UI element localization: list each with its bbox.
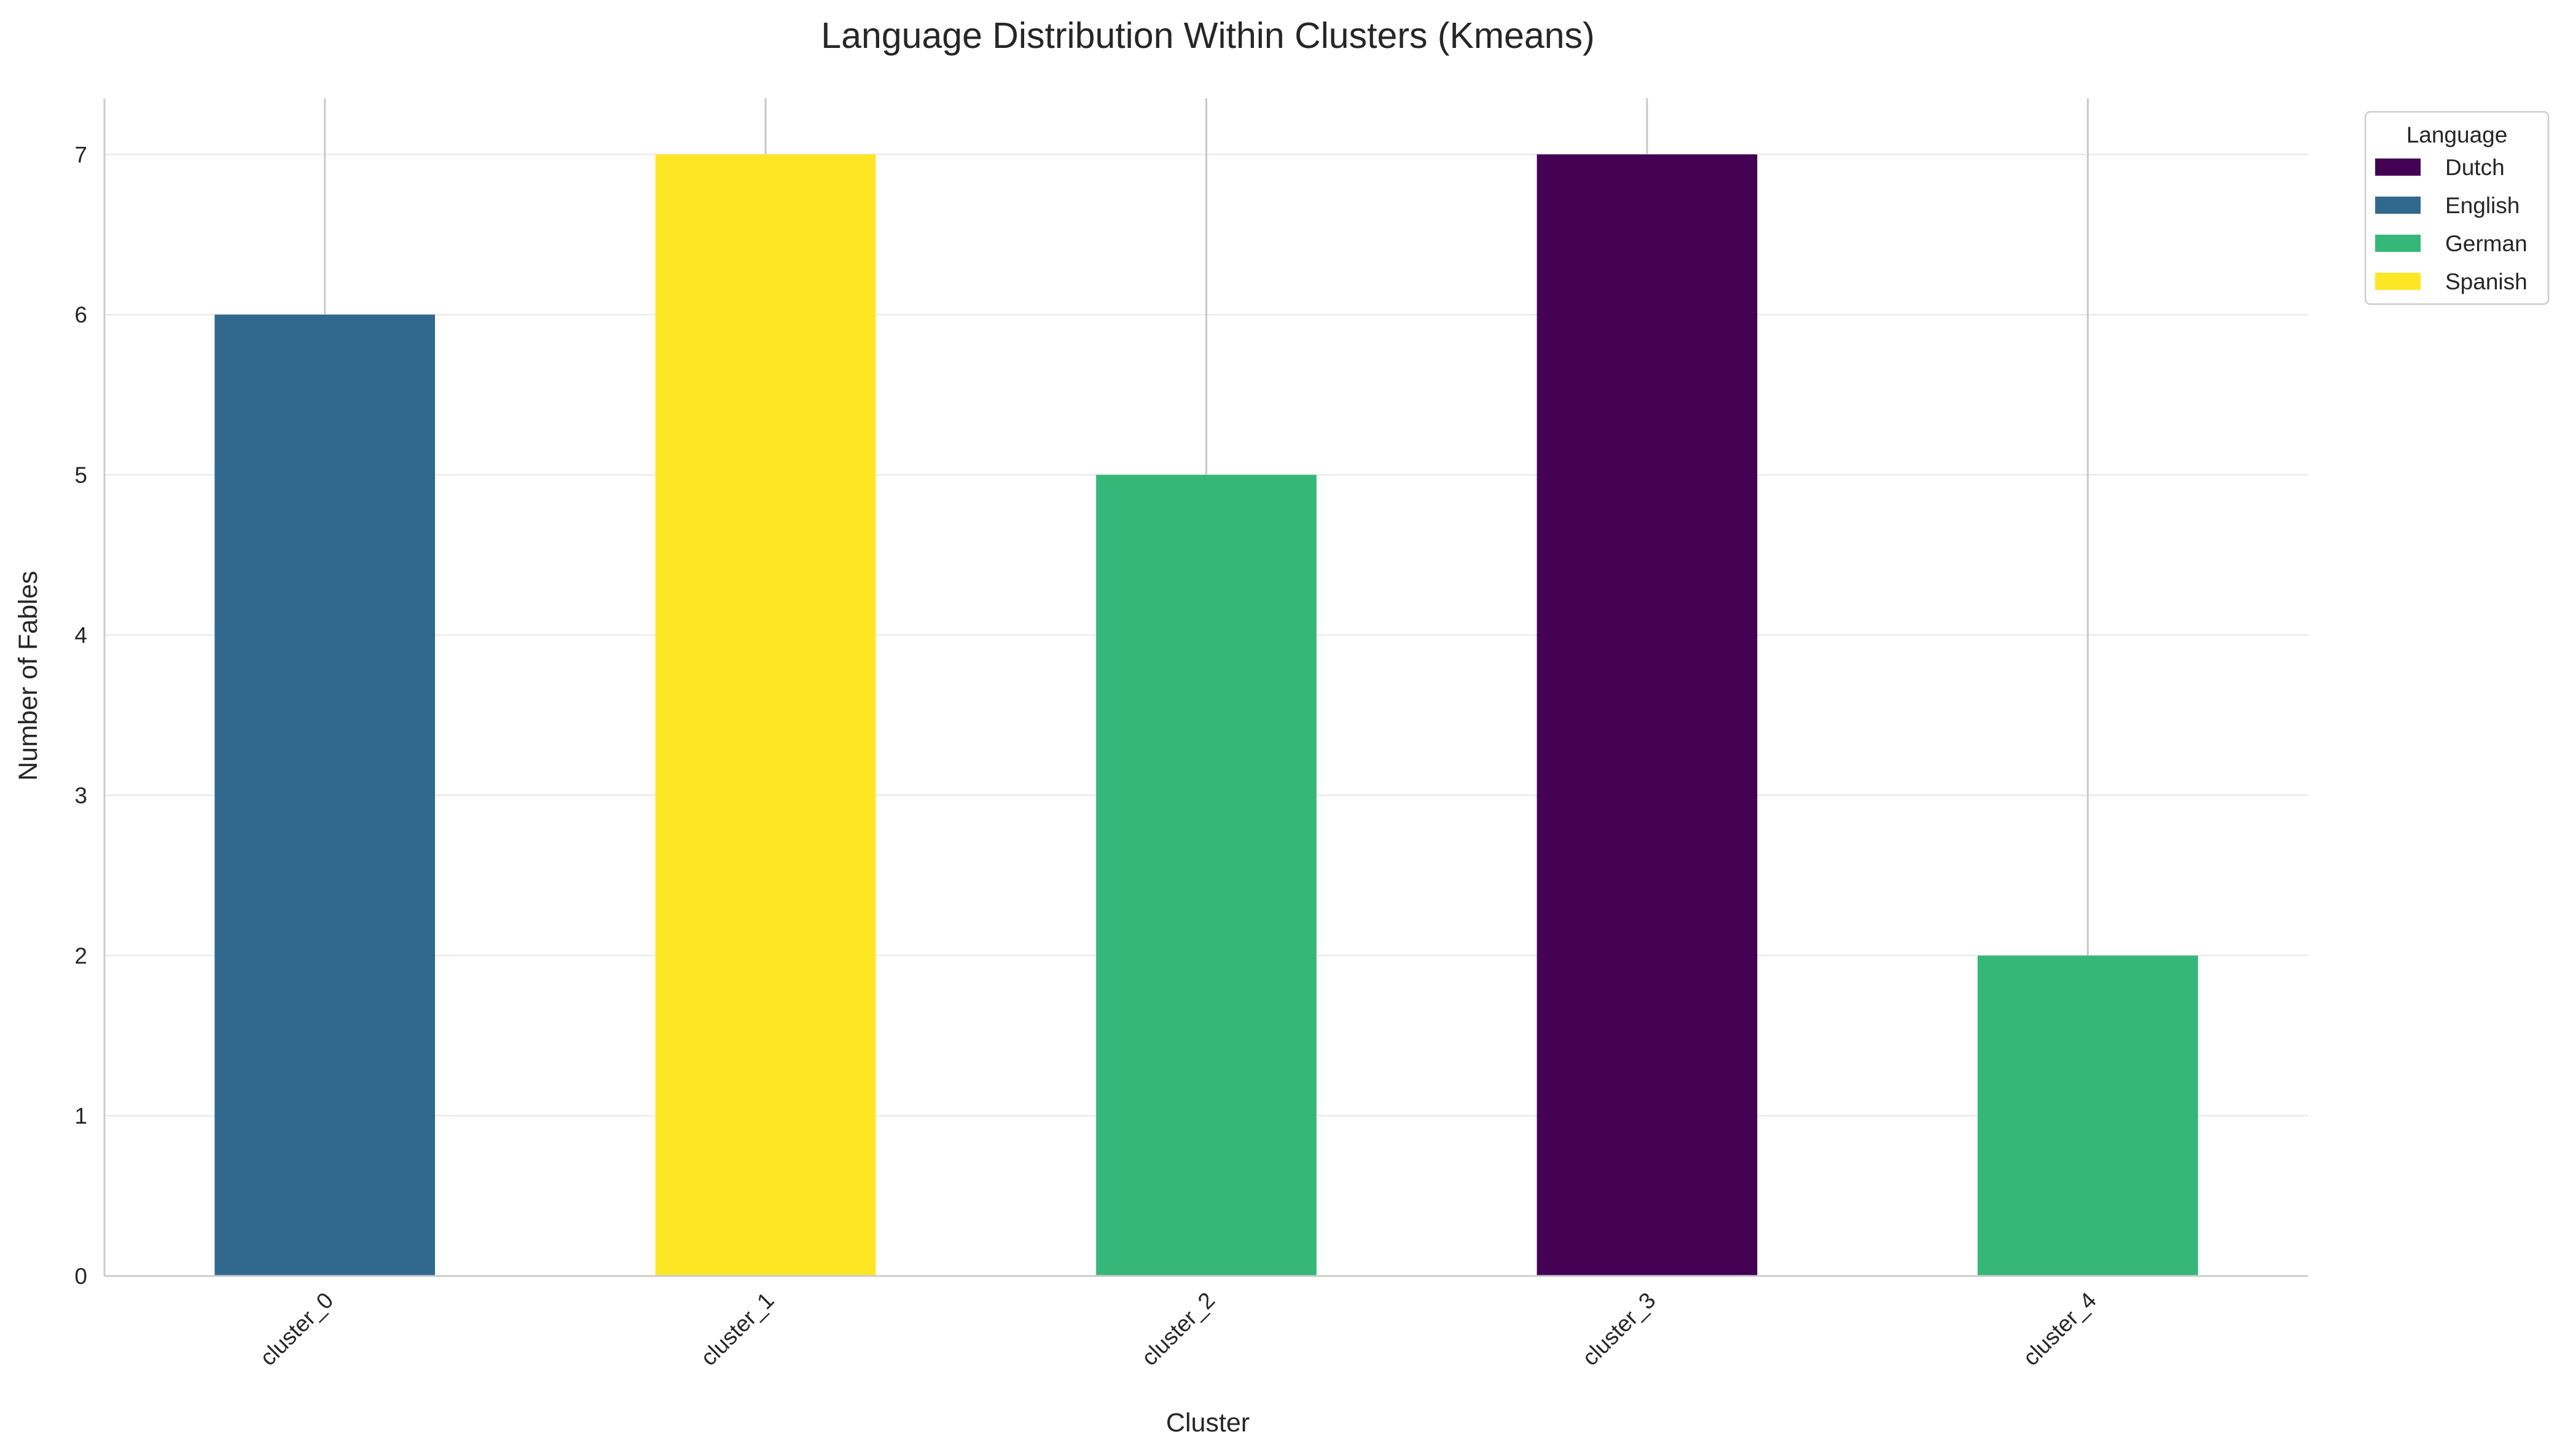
error-lines xyxy=(324,98,2089,956)
x-tick-labels: cluster_0 cluster_1 cluster_2 cluster_3 clus… xyxy=(255,1288,2101,1371)
legend-items: Dutch English German Spanish xyxy=(2375,155,2528,294)
legend-label: Dutch xyxy=(2445,155,2505,180)
chart-title: Language Distribution Within Clusters (K… xyxy=(821,15,1594,56)
legend-label: Spanish xyxy=(2445,269,2528,294)
y-axis-label: Number of Fables xyxy=(14,571,43,781)
x-tick-label: cluster_4 xyxy=(2018,1288,2101,1371)
x-tick-label: cluster_1 xyxy=(696,1288,779,1371)
legend-label: English xyxy=(2445,193,2520,218)
legend-swatch xyxy=(2375,159,2421,176)
bar-dutch-cluster_3 xyxy=(1537,154,1758,1276)
axes xyxy=(103,98,2308,1277)
legend-swatch xyxy=(2375,273,2421,290)
y-tick-label: 2 xyxy=(74,943,87,968)
x-tick-label: cluster_3 xyxy=(1577,1288,1660,1371)
x-axis-label: Cluster xyxy=(1166,1408,1250,1438)
y-tick-label: 3 xyxy=(74,783,87,808)
y-tick-label: 0 xyxy=(74,1264,87,1289)
x-tick-label: cluster_2 xyxy=(1137,1288,1220,1371)
y-tick-label: 7 xyxy=(74,142,87,167)
y-tick-label: 5 xyxy=(74,463,87,488)
legend-label: German xyxy=(2445,231,2528,256)
y-tick-label: 4 xyxy=(74,623,87,648)
y-tick-label: 1 xyxy=(74,1103,87,1129)
bar-english-cluster_0 xyxy=(214,315,436,1276)
bars xyxy=(214,154,2198,1276)
bar-german-cluster_4 xyxy=(1977,955,2198,1276)
legend-title: Language xyxy=(2406,122,2508,147)
legend-swatch xyxy=(2375,235,2421,252)
y-tick-labels: 0 1 2 3 4 5 6 7 xyxy=(74,142,87,1289)
bar-german-cluster_2 xyxy=(1096,474,1317,1276)
x-tick-label: cluster_0 xyxy=(255,1288,338,1371)
y-tick-label: 6 xyxy=(74,302,87,327)
bar-spanish-cluster_1 xyxy=(655,154,876,1276)
legend: Language Dutch English German Spanish xyxy=(2364,111,2550,305)
legend-swatch xyxy=(2375,197,2421,214)
